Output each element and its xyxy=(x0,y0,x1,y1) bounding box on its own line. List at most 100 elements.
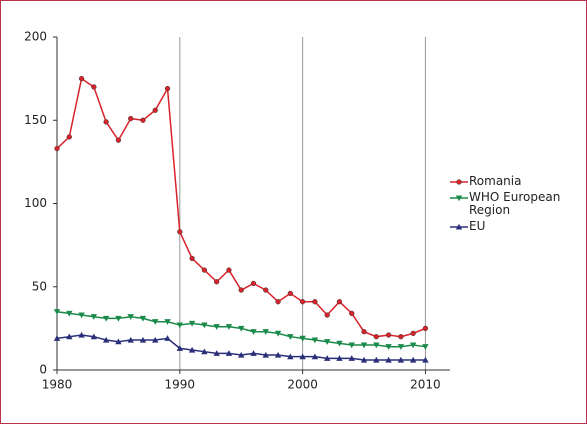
legend-item: Romania xyxy=(449,174,586,188)
marker xyxy=(176,345,184,351)
marker xyxy=(53,309,61,315)
marker xyxy=(66,134,72,140)
marker xyxy=(398,334,404,340)
marker xyxy=(274,330,282,337)
marker xyxy=(53,335,61,341)
marker xyxy=(250,280,257,287)
line xyxy=(56,77,426,338)
marker xyxy=(373,356,380,363)
marker xyxy=(164,319,171,325)
marker xyxy=(410,330,416,337)
legend: Romania WHO European Region EU xyxy=(449,174,586,236)
marker xyxy=(287,290,293,297)
marker xyxy=(311,353,319,360)
marker xyxy=(348,342,355,349)
marker xyxy=(311,337,319,344)
legend-label: WHO European Region xyxy=(469,190,561,217)
marker xyxy=(188,346,196,353)
x-tick-label: 1980 xyxy=(42,378,73,392)
marker xyxy=(128,115,134,122)
marker xyxy=(323,355,331,361)
y-tick-label: 150 xyxy=(24,113,47,127)
marker xyxy=(360,342,368,349)
marker xyxy=(299,335,306,342)
marker xyxy=(422,325,429,332)
marker xyxy=(152,319,159,325)
marker xyxy=(456,179,462,185)
marker xyxy=(348,355,355,361)
marker xyxy=(201,267,208,273)
marker xyxy=(455,223,463,230)
marker xyxy=(262,351,269,358)
marker xyxy=(349,310,355,317)
marker xyxy=(78,75,85,82)
marker xyxy=(90,314,98,320)
marker xyxy=(139,336,147,343)
marker xyxy=(299,299,306,305)
marker xyxy=(225,350,233,356)
legend-swatch xyxy=(450,195,468,202)
marker xyxy=(54,145,60,152)
marker xyxy=(385,344,392,350)
marker xyxy=(102,336,110,343)
marker xyxy=(238,325,245,332)
marker xyxy=(299,353,306,360)
marker xyxy=(287,334,294,340)
legend-label: EU xyxy=(469,219,486,233)
marker xyxy=(115,137,122,143)
x-tick-label: 2010 xyxy=(410,378,441,392)
marker xyxy=(102,315,110,322)
legend-item: WHO European Region xyxy=(449,190,586,217)
marker xyxy=(176,322,184,329)
marker xyxy=(201,322,208,329)
marker xyxy=(140,117,146,123)
x-tick-label: 2000 xyxy=(287,378,318,392)
marker xyxy=(213,324,220,330)
marker xyxy=(275,299,281,305)
x-tick-label: 1990 xyxy=(165,378,196,392)
legend-swatch xyxy=(450,223,468,230)
marker xyxy=(213,350,220,356)
marker xyxy=(226,267,232,273)
legend-swatch xyxy=(450,179,468,185)
marker xyxy=(127,336,134,343)
marker xyxy=(164,85,171,92)
marker xyxy=(152,107,158,113)
marker xyxy=(263,287,269,293)
marker xyxy=(360,356,368,363)
marker xyxy=(455,195,463,202)
marker xyxy=(250,329,257,335)
marker xyxy=(336,355,343,361)
marker xyxy=(66,310,73,317)
marker xyxy=(115,338,122,345)
legend-label: Romania xyxy=(469,174,522,188)
marker xyxy=(225,324,233,330)
marker xyxy=(78,331,85,338)
marker xyxy=(323,339,331,345)
marker xyxy=(188,320,196,327)
marker xyxy=(189,255,195,262)
y-tick-label: 100 xyxy=(24,196,47,210)
marker xyxy=(152,336,159,343)
marker xyxy=(336,299,343,305)
y-tick-label: 200 xyxy=(24,30,47,44)
marker xyxy=(385,356,392,363)
marker xyxy=(238,287,244,293)
marker xyxy=(361,329,367,335)
marker xyxy=(324,312,330,318)
marker xyxy=(238,351,245,358)
marker xyxy=(139,315,147,322)
marker xyxy=(164,335,171,341)
marker xyxy=(262,329,269,335)
marker xyxy=(373,334,379,340)
marker xyxy=(287,353,294,360)
marker xyxy=(336,340,343,347)
marker xyxy=(409,356,417,363)
marker xyxy=(397,344,405,350)
marker xyxy=(103,119,109,125)
marker xyxy=(214,279,220,285)
y-tick-label: 50 xyxy=(32,279,47,293)
marker xyxy=(422,344,429,350)
